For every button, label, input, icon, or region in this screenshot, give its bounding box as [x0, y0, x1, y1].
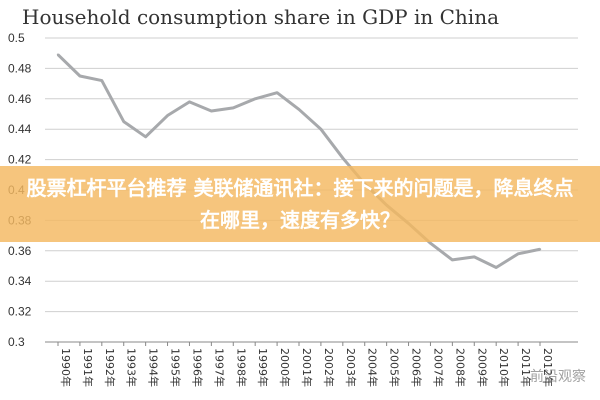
data-point — [166, 114, 169, 117]
overlay-banner: 股票杠杆平台推荐 美联储通讯社：接下来的问题是，降息终点在哪里，速度有多快？ — [0, 166, 600, 242]
x-tick-label: 2002年 — [322, 348, 336, 387]
data-point — [232, 106, 235, 110]
x-tick-label: 2006年 — [410, 348, 424, 387]
x-tick-label: 2010年 — [497, 348, 511, 387]
data-point — [253, 97, 257, 101]
data-point — [429, 242, 432, 245]
y-tick-label: 0.36 — [8, 244, 32, 258]
data-point — [494, 266, 498, 269]
x-tick-label: 2001年 — [300, 348, 314, 387]
data-point — [122, 120, 125, 123]
y-tick-label: 0.46 — [8, 92, 32, 106]
x-tick-label: 2012年 — [541, 348, 555, 387]
data-point — [451, 258, 454, 262]
y-tick-label: 0.48 — [8, 61, 32, 75]
data-point — [210, 109, 213, 113]
y-tick-label: 0.44 — [8, 122, 32, 136]
chart-title: Household consumption share in GDP in Ch… — [22, 5, 499, 29]
x-tick-label: 1998年 — [234, 348, 248, 387]
x-tick-label: 1995年 — [169, 348, 183, 387]
x-tick-label: 1994年 — [147, 348, 161, 387]
watermark-label: 前沿观察 — [530, 369, 586, 385]
x-tick-label: 1996年 — [190, 348, 204, 387]
x-tick-label: 1993年 — [125, 348, 139, 387]
data-point — [538, 248, 542, 251]
x-tick-label: 2009年 — [475, 348, 489, 387]
data-point — [144, 135, 147, 138]
x-tick-label: 2007年 — [431, 348, 445, 387]
data-point — [341, 156, 345, 160]
x-tick-label: 2005年 — [388, 348, 402, 387]
x-tick-label: 1991年 — [81, 348, 95, 387]
data-point — [319, 128, 323, 131]
y-tick-label: 0.5 — [8, 31, 25, 45]
x-axis-ticks: 1990年 1991年 1992年 1993年 1994年 1995年 1996年 1997年… — [57, 342, 555, 387]
x-tick-label: 2011年 — [519, 348, 533, 387]
banner-headline[interactable]: 股票杠杆平台推荐 美联储通讯社：接下来的问题是，降息终点在哪里，速度有多快？ — [26, 176, 574, 232]
x-tick-label: 2003年 — [344, 348, 358, 387]
data-point — [473, 255, 476, 259]
data-point — [188, 100, 191, 104]
x-tick-label: 2004年 — [366, 348, 380, 387]
data-point — [297, 108, 301, 111]
x-tick-label: 2000年 — [278, 348, 292, 387]
x-tick-label: 1990年 — [59, 348, 73, 387]
x-tick-label: 2008年 — [453, 348, 467, 387]
data-point — [516, 252, 520, 256]
data-point — [56, 53, 60, 56]
y-tick-label: 0.34 — [8, 274, 32, 288]
y-tick-label: 0.3 — [8, 335, 25, 349]
y-tick-label: 0.32 — [8, 305, 32, 319]
data-point — [275, 91, 279, 94]
data-point — [100, 79, 104, 82]
x-tick-label: 1992年 — [103, 348, 117, 387]
x-tick-label: 1999年 — [256, 348, 270, 387]
x-tick-label: 1997年 — [212, 348, 226, 387]
y-tick-label: 0.42 — [8, 153, 32, 167]
data-point — [78, 74, 82, 78]
